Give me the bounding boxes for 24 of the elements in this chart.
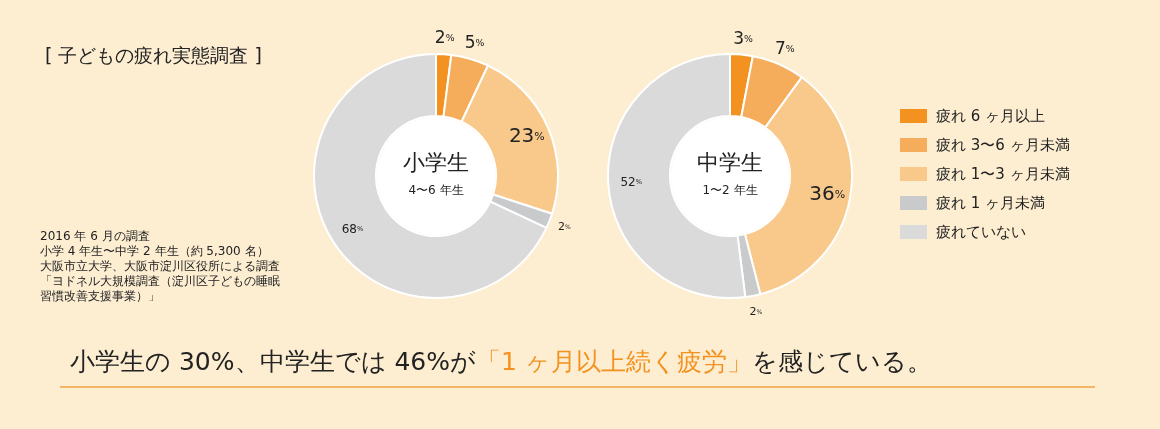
text: 2016 年 6 月の調査 (40, 229, 150, 243)
text: 中学生 (697, 150, 763, 175)
text: 小学生 (403, 150, 469, 175)
text: 1〜2 年生 (702, 183, 758, 197)
text: 4〜6 年生 (408, 183, 464, 197)
text: 習慣改善支援事業）」 (40, 289, 160, 303)
data-label: 2% (434, 27, 455, 48)
legend-label: 疲れ 3〜6 ヶ月未満 (936, 135, 1070, 154)
data-label: 36% (809, 181, 846, 206)
text: を感じている。 (751, 347, 932, 376)
text: 小学生の 30%、中学生では 46%が (70, 347, 477, 376)
data-label: 5% (464, 32, 485, 53)
text: 「ヨドネル大規模調査（淀川区子どもの睡眠 (40, 274, 280, 288)
data-label: 7% (774, 38, 795, 59)
legend-label: 疲れ 1 ヶ月未満 (936, 193, 1046, 212)
data-label: 23% (508, 123, 545, 148)
legend-label: 疲れていない (936, 222, 1026, 241)
data-label: 3% (733, 27, 753, 48)
text: 小学 4 年生〜中学 2 年生（約 5,300 名） (40, 244, 269, 258)
text: [ 子どもの疲れ実態調査 ] (45, 44, 262, 66)
text: 大阪市立大学、大阪市淀川区役所による調査 (40, 259, 280, 273)
text: 「1 ヶ月以上続く疲労」 (476, 347, 752, 376)
legend-label: 疲れ 1〜3 ヶ月未満 (936, 164, 1070, 183)
legend-label: 疲れ 6 ヶ月以上 (936, 106, 1046, 125)
